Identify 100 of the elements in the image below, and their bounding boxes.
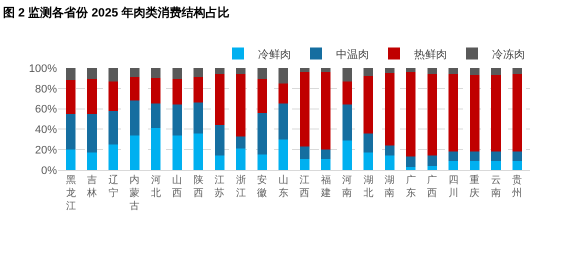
bar (66, 80, 76, 114)
bar (236, 148, 246, 170)
bar (214, 125, 224, 156)
bar (427, 74, 437, 156)
bar (108, 68, 118, 82)
bar (66, 114, 76, 150)
bar (491, 160, 501, 170)
bar (512, 152, 522, 161)
bar (130, 135, 140, 170)
x-tick-label: 重庆 (470, 174, 480, 199)
y-tick-label: 0% (41, 164, 58, 177)
bar (491, 75, 501, 152)
bar (257, 112, 267, 155)
y-tick-label: 100% (28, 62, 58, 75)
bar (364, 133, 374, 153)
bar (130, 100, 140, 136)
bar (406, 68, 416, 72)
bar (151, 104, 161, 128)
bar (194, 102, 204, 134)
bar (108, 81, 118, 111)
legend-label: 中温肉 (336, 48, 369, 61)
bar (321, 158, 331, 170)
bar (364, 76, 374, 134)
bar (108, 144, 118, 170)
bar (406, 72, 416, 157)
bar (470, 68, 480, 76)
bar (512, 160, 522, 170)
chart-title: 图 2 监测各省份 2025 年肉类消费结构占比 (2, 5, 230, 20)
bar (214, 156, 224, 170)
bar (321, 150, 331, 159)
bar (300, 68, 310, 72)
y-tick-label: 40% (34, 124, 58, 136)
x-tick-label: 广东 (406, 174, 416, 199)
bar (384, 73, 394, 146)
bar (172, 135, 182, 170)
bar (300, 158, 310, 170)
bar (151, 128, 161, 170)
bar (151, 68, 161, 78)
bar (448, 152, 458, 161)
bar (87, 68, 97, 80)
bar (236, 68, 246, 74)
bar (342, 81, 352, 105)
bar (364, 152, 374, 170)
bar (257, 68, 267, 80)
bar (470, 152, 480, 161)
bar (87, 152, 97, 170)
bar (342, 68, 352, 82)
bar (470, 75, 480, 152)
bar (87, 79, 97, 114)
bar (194, 133, 204, 170)
bar (194, 68, 204, 78)
bar (87, 114, 97, 153)
x-tick-label: 黑龙江 (66, 175, 76, 212)
bar (512, 68, 522, 74)
legend-label: 热鲜肉 (414, 48, 447, 61)
bar (300, 146, 310, 159)
legend-label: 冷冻肉 (492, 48, 525, 61)
bar (427, 156, 437, 166)
bar (512, 74, 522, 152)
bar (321, 72, 331, 150)
x-tick-label: 江苏 (214, 174, 225, 199)
bar (491, 68, 501, 76)
bar (236, 74, 246, 136)
x-tick-label: 安徽 (257, 174, 268, 199)
bar (384, 156, 394, 170)
y-tick-label: 20% (34, 144, 58, 156)
bar (406, 166, 416, 170)
bar (300, 72, 310, 147)
x-tick-label: 福建 (320, 174, 331, 199)
x-tick-label: 四川 (448, 175, 458, 199)
x-tick-label: 辽宁 (108, 174, 118, 199)
bar (448, 160, 458, 170)
bar (151, 78, 161, 104)
x-tick-label: 湖南 (384, 174, 395, 199)
bar (448, 74, 458, 152)
bar (321, 68, 331, 72)
x-tick-label: 陕西 (193, 174, 204, 199)
bar (278, 68, 288, 84)
bar (384, 68, 394, 74)
x-tick-label: 浙江 (236, 174, 246, 199)
x-tick-label: 内蒙古 (130, 174, 140, 212)
bar (66, 150, 76, 170)
bar (108, 110, 118, 144)
bar (236, 136, 246, 149)
bar (342, 104, 352, 140)
x-tick-label: 江西 (300, 174, 310, 199)
bar (257, 79, 267, 113)
x-tick-label: 河北 (150, 174, 161, 199)
y-tick-label: 60% (34, 104, 58, 116)
bar (427, 68, 437, 74)
bar (172, 68, 182, 80)
bar (278, 104, 288, 140)
x-tick-label: 广西 (427, 174, 438, 199)
bar (194, 77, 204, 103)
x-tick-label: 山东 (278, 174, 288, 199)
bar (172, 79, 182, 105)
bar (130, 68, 140, 78)
bar (406, 156, 416, 167)
bar (278, 83, 288, 104)
bar (66, 68, 76, 80)
